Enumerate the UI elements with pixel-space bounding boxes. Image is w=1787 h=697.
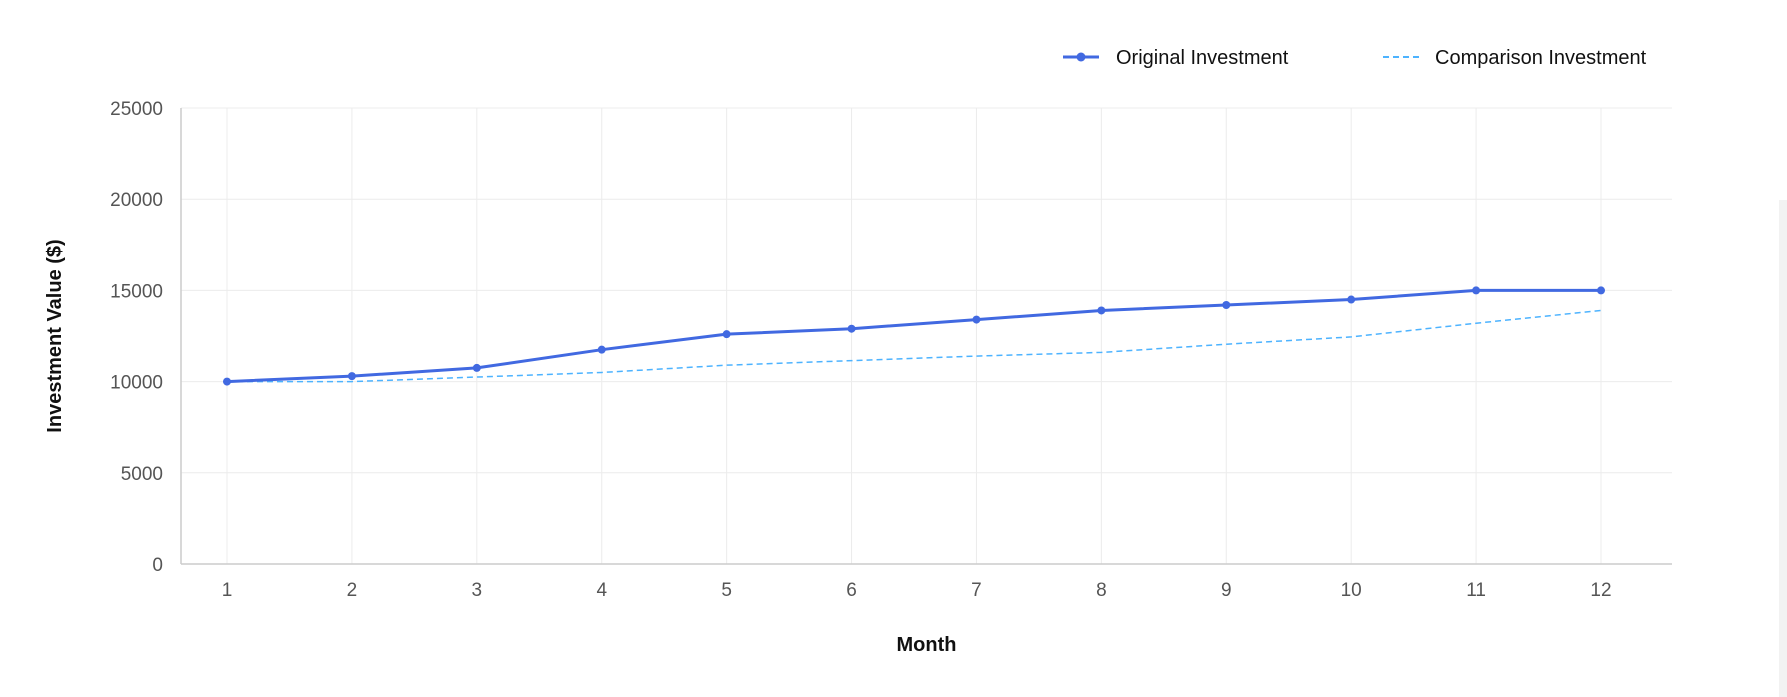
x-tick-label: 9 [1221,580,1232,601]
legend-label-original: Original Investment [1116,47,1289,69]
y-tick-label: 10000 [110,373,163,394]
legend-item-comparison: Comparison Investment [1383,47,1647,69]
x-tick-label: 3 [472,580,483,601]
series [223,286,1605,386]
x-tick-labels: 1 2 3 4 5 6 7 8 9 10 11 12 [222,580,1612,601]
x-tick-label: 6 [846,580,857,601]
x-tick-label: 5 [721,580,732,601]
y-tick-label: 15000 [110,281,163,302]
legend-marker-original [1076,52,1086,62]
data-point-original [722,330,731,339]
series-line-original [226,288,1601,384]
y-tick-label: 5000 [121,464,163,485]
x-tick-label: 11 [1466,580,1486,601]
data-point-original [347,372,356,381]
x-tick-label: 1 [222,580,233,601]
y-axis-title: Investment Value ($) [44,239,66,432]
data-point-original [1222,300,1231,309]
scrollbar-track[interactable] [1779,200,1787,697]
x-tick-label: 2 [347,580,358,601]
x-tick-label: 7 [971,580,982,601]
legend-label-comparison: Comparison Investment [1435,47,1647,69]
data-point-original [1597,286,1605,295]
x-tick-label: 10 [1341,580,1362,601]
legend-item-original: Original Investment [1063,47,1289,69]
x-axis-title: Month [897,634,957,656]
data-point-original [223,377,231,386]
data-point-original [597,345,606,354]
x-tick-label: 4 [596,580,607,601]
data-point-original [1097,306,1106,315]
data-point-original [472,363,481,372]
data-point-original [972,315,981,324]
axes [180,108,1672,565]
y-tick-label: 25000 [110,99,163,120]
x-tick-label: 12 [1590,580,1611,601]
data-point-original [1347,295,1356,304]
y-tick-label: 0 [152,555,163,576]
grid [181,107,1672,565]
y-tick-label: 20000 [110,190,163,211]
y-tick-labels: 0 5000 10000 15000 20000 25000 [110,99,163,576]
data-point-original [847,324,856,333]
data-point-original [1472,286,1481,295]
x-tick-label: 8 [1096,580,1107,601]
legend: Original Investment Comparison Investmen… [1063,47,1647,69]
